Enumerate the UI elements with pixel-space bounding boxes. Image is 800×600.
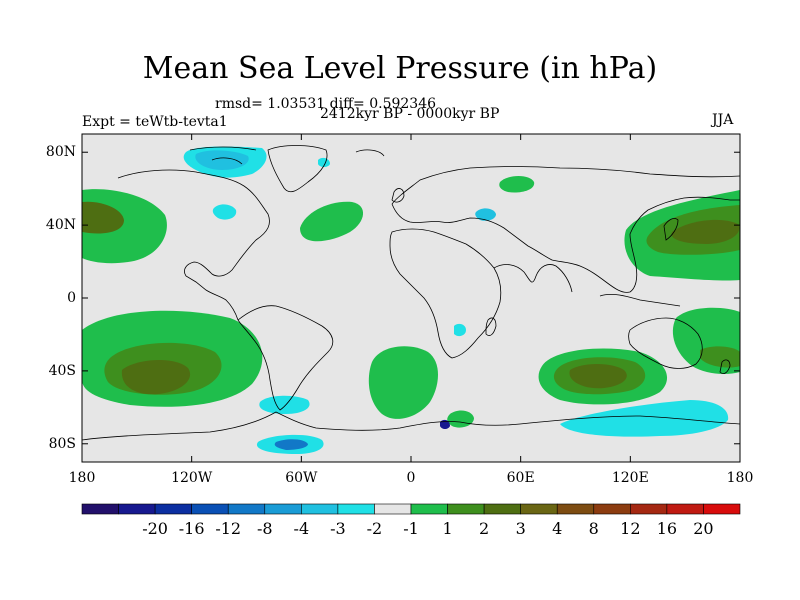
stats-line: rmsd= 1.03531 diff= 0.592346: [215, 96, 437, 112]
colorbar-swatch: [227, 503, 266, 515]
colorbar-label: 16: [656, 519, 678, 538]
colorbar-swatch: [301, 503, 339, 515]
x-tick-label: 120E: [611, 470, 649, 486]
anomaly-south-pacific-core: [121, 359, 191, 395]
colorbar-label: -12: [215, 519, 242, 538]
colorbar-swatch: [374, 503, 412, 515]
anomaly-labrador-cyan: [212, 204, 237, 220]
coast-antarctica: [82, 411, 740, 441]
colorbar-swatch: [483, 503, 521, 515]
y-tick-label: 80N: [45, 144, 76, 161]
anomaly-south-atlantic: [368, 346, 438, 419]
colorbar-swatch: [703, 503, 741, 515]
colorbar-swatch: [264, 503, 302, 515]
coast-africa: [389, 228, 502, 359]
anomaly-ross-sea-core: [274, 439, 308, 450]
colorbar-swatch: [154, 503, 192, 515]
coast-europe-south: [391, 196, 740, 293]
anomaly-nw-pacific-core: [671, 219, 740, 244]
x-tick-label: 120W: [171, 470, 213, 486]
colorbar-label: -16: [178, 519, 205, 538]
colorbar-label: 4: [552, 519, 563, 538]
colorbar-swatch: [593, 503, 631, 515]
colorbar-swatch: [666, 503, 704, 515]
colorbar-label: 1: [442, 519, 453, 538]
colorbar-swatch: [81, 503, 119, 515]
anomaly-layer: [82, 146, 740, 454]
anomaly-north-pacific-core: [82, 201, 124, 234]
colorbar-label: 3: [515, 519, 526, 538]
anomaly-black-sea-cyan: [475, 208, 496, 221]
colorbar-swatch: [118, 503, 156, 515]
coast-indonesia: [599, 293, 681, 307]
coast-australia: [628, 317, 703, 369]
anomaly-siberia: [499, 176, 535, 193]
colorbar-label: -1: [403, 519, 419, 538]
experiment-label: Expt = teWtb-tevta1: [82, 114, 228, 130]
anomaly-drake: [259, 395, 310, 414]
coast-british-isles: [391, 188, 405, 203]
x-tick-label: 60W: [285, 470, 318, 486]
axis-ticks: [81, 134, 741, 462]
anomaly-arctic-canada-mid: [195, 150, 249, 170]
x-tick-label: 180: [68, 470, 96, 486]
period-label: 2412kyr BP - 0000kyr BP: [320, 106, 500, 122]
colorbar-label: -20: [142, 519, 168, 538]
colorbar-label: -3: [330, 519, 346, 538]
coast-madagascar: [485, 317, 497, 336]
colorbar-label: -4: [293, 519, 310, 538]
anomaly-antarctic-dark: [440, 419, 450, 429]
anomaly-south-indian-core: [569, 364, 627, 389]
y-tick-label: 40N: [45, 217, 76, 234]
colorbar-label: 20: [693, 519, 714, 538]
x-tick-label: 0: [406, 470, 416, 486]
anomaly-north-atlantic: [300, 201, 364, 242]
x-tick-label: 180: [726, 470, 754, 486]
colorbar-swatch: [191, 503, 229, 515]
coastlines: [82, 145, 740, 441]
season-label: JJA: [712, 112, 734, 128]
y-tick-label: 80S: [48, 435, 76, 452]
anomaly-africa-cyan: [454, 323, 466, 337]
x-tick-label: 60E: [506, 470, 535, 486]
colorbar-swatch: [630, 503, 668, 515]
coast-south-america: [237, 305, 334, 411]
coast-south-asia: [493, 264, 573, 293]
colorbar-swatch: [410, 503, 448, 515]
colorbar-swatch: [337, 503, 375, 515]
colorbar: [81, 503, 741, 515]
y-tick-label: 40S: [48, 362, 76, 379]
coast-eurasia: [391, 166, 740, 205]
colorbar-label: 2: [479, 519, 490, 538]
coast-greenland: [267, 145, 328, 193]
colorbar-swatch: [556, 503, 595, 515]
anomaly-greenland-cyan: [318, 157, 330, 167]
colorbar-label: -2: [366, 519, 383, 538]
coast-north-america: [117, 169, 270, 321]
colorbar-label: 8: [588, 519, 599, 538]
anomaly-sw-pacific-core: [700, 346, 740, 368]
page-title: Mean Sea Level Pressure (in hPa): [142, 51, 658, 86]
colorbar-swatch: [520, 503, 558, 515]
colorbar-label: -8: [256, 519, 273, 538]
coast-new-zealand: [719, 359, 731, 374]
anomaly-antarctic-pacific: [560, 400, 729, 437]
coast-arctic-islands: [189, 146, 385, 165]
coast-japan: [663, 218, 679, 241]
y-tick-label: 0: [67, 290, 76, 306]
colorbar-label: 12: [620, 519, 641, 538]
colorbar-swatch: [447, 503, 485, 515]
